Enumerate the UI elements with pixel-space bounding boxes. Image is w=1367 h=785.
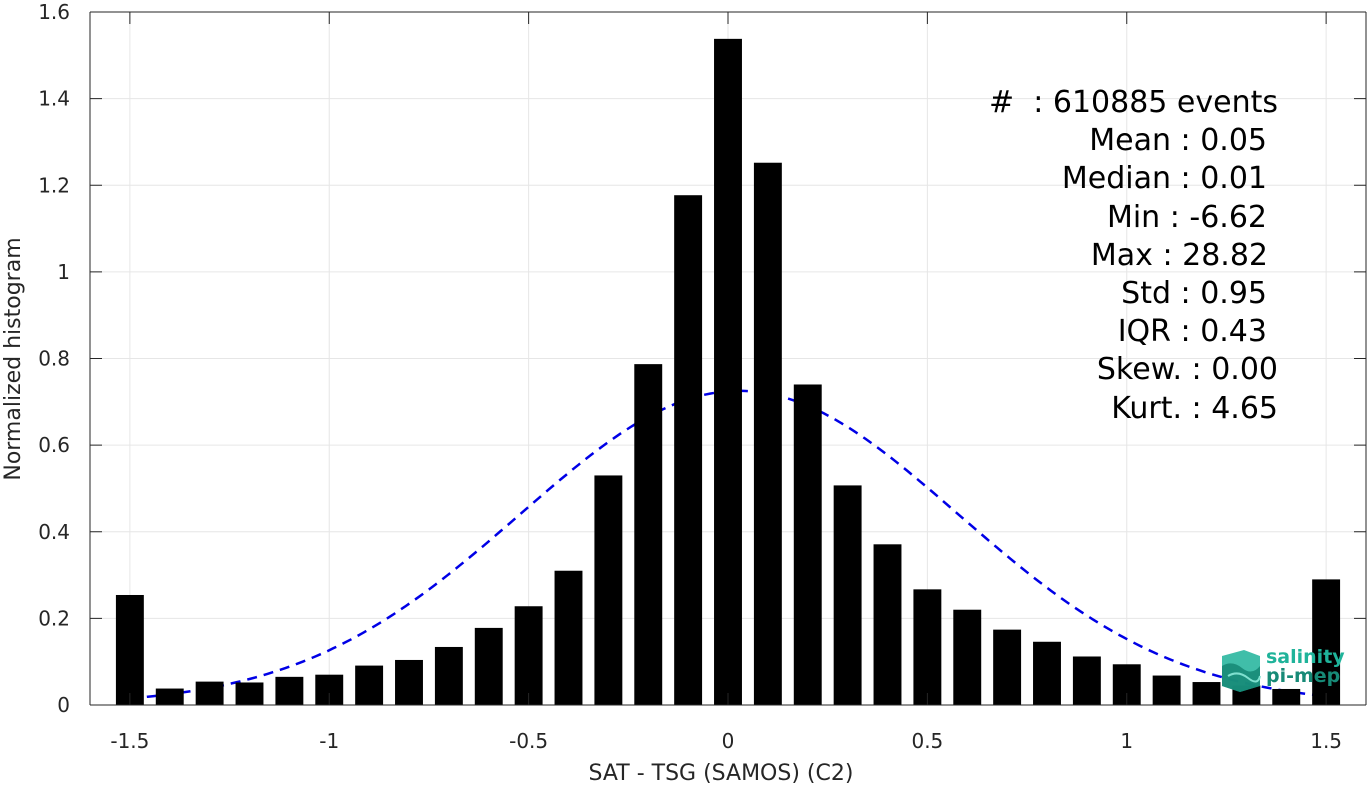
x-axis-ticks: -1.5 -1 -0.5 0 0.5 1 1.5 [110,12,1342,753]
bars-layer [115,38,1341,706]
histogram-bar [514,606,543,705]
histogram-bar [195,681,224,705]
histogram-bar [833,485,862,705]
histogram-bar [115,594,144,705]
x-axis-label: SAT - TSG (SAMOS) (C2) [589,761,854,785]
histogram-bar [235,682,264,705]
histogram-bar [1272,688,1301,705]
y-axis-label: Normalized histogram [1,237,26,480]
histogram-bar [873,544,902,705]
histogram-bar [793,384,822,705]
y-tick-label: 0.6 [38,433,70,457]
stat-iqr: IQR : 0.43 [1117,314,1267,350]
salinity-logo-icon [1222,650,1261,692]
histogram-bar [1312,579,1341,705]
histogram-bar [1072,656,1101,705]
histogram-bar [1033,641,1061,705]
stat-min: Min : -6.62 [1106,199,1267,235]
x-tick-label: -0.5 [509,729,548,753]
y-tick-label: 0.2 [38,606,70,630]
x-tick-label: 1 [1120,729,1133,753]
stat-mean: Mean : 0.05 [1089,123,1267,159]
x-tick-label: -1 [319,729,339,753]
y-tick-label: 1.4 [38,87,70,111]
histogram-bar [953,609,982,705]
y-tick-label: 0.4 [38,520,70,544]
stat-max: Max : 28.82 [1090,237,1268,273]
logo-line1: salinity [1266,646,1345,668]
histogram-bar [1152,675,1181,705]
histogram-bar [1192,682,1221,705]
x-tick-label: 1.5 [1310,729,1342,753]
logo-line2: pi-mep [1266,665,1341,687]
histogram-bar [634,364,663,705]
histogram-bar [714,38,742,705]
salinity-pi-mep-logo: salinity pi-mep [1218,646,1350,694]
x-tick-label: 0 [722,729,735,753]
histogram-bar [355,665,384,705]
statistics-box: # : 610885 events Mean : 0.05 Median : 0… [989,84,1278,428]
x-tick-label: 0.5 [911,729,943,753]
histogram-bar [594,475,623,705]
y-tick-label: 0.8 [38,347,70,371]
histogram-bar [434,646,463,705]
histogram-bar [275,676,304,705]
stat-skew: Skew. : 0.00 [1096,352,1278,388]
histogram-bar [155,688,184,705]
stat-median: Median : 0.01 [1061,161,1267,197]
histogram-bar [395,659,423,705]
histogram-bar [753,162,782,706]
y-tick-label: 1.2 [38,173,70,197]
stat-kurt: Kurt. : 4.65 [1111,390,1278,426]
x-tick-label: -1.5 [110,729,149,753]
histogram-bar [674,195,703,706]
y-tick-label: 1 [57,260,70,284]
y-axis-ticks: 0 0.2 0.4 0.6 0.8 1 1.2 1.4 1.6 [38,0,1366,717]
y-tick-label: 0 [57,693,70,717]
y-tick-label: 1.6 [38,0,70,24]
histogram-bar [913,589,942,705]
histogram-bar [474,627,503,705]
histogram-bar [554,570,583,705]
stat-std: Std : 0.95 [1121,276,1267,312]
stat-count: # : 610885 events [989,85,1278,120]
histogram-bar [993,629,1022,705]
